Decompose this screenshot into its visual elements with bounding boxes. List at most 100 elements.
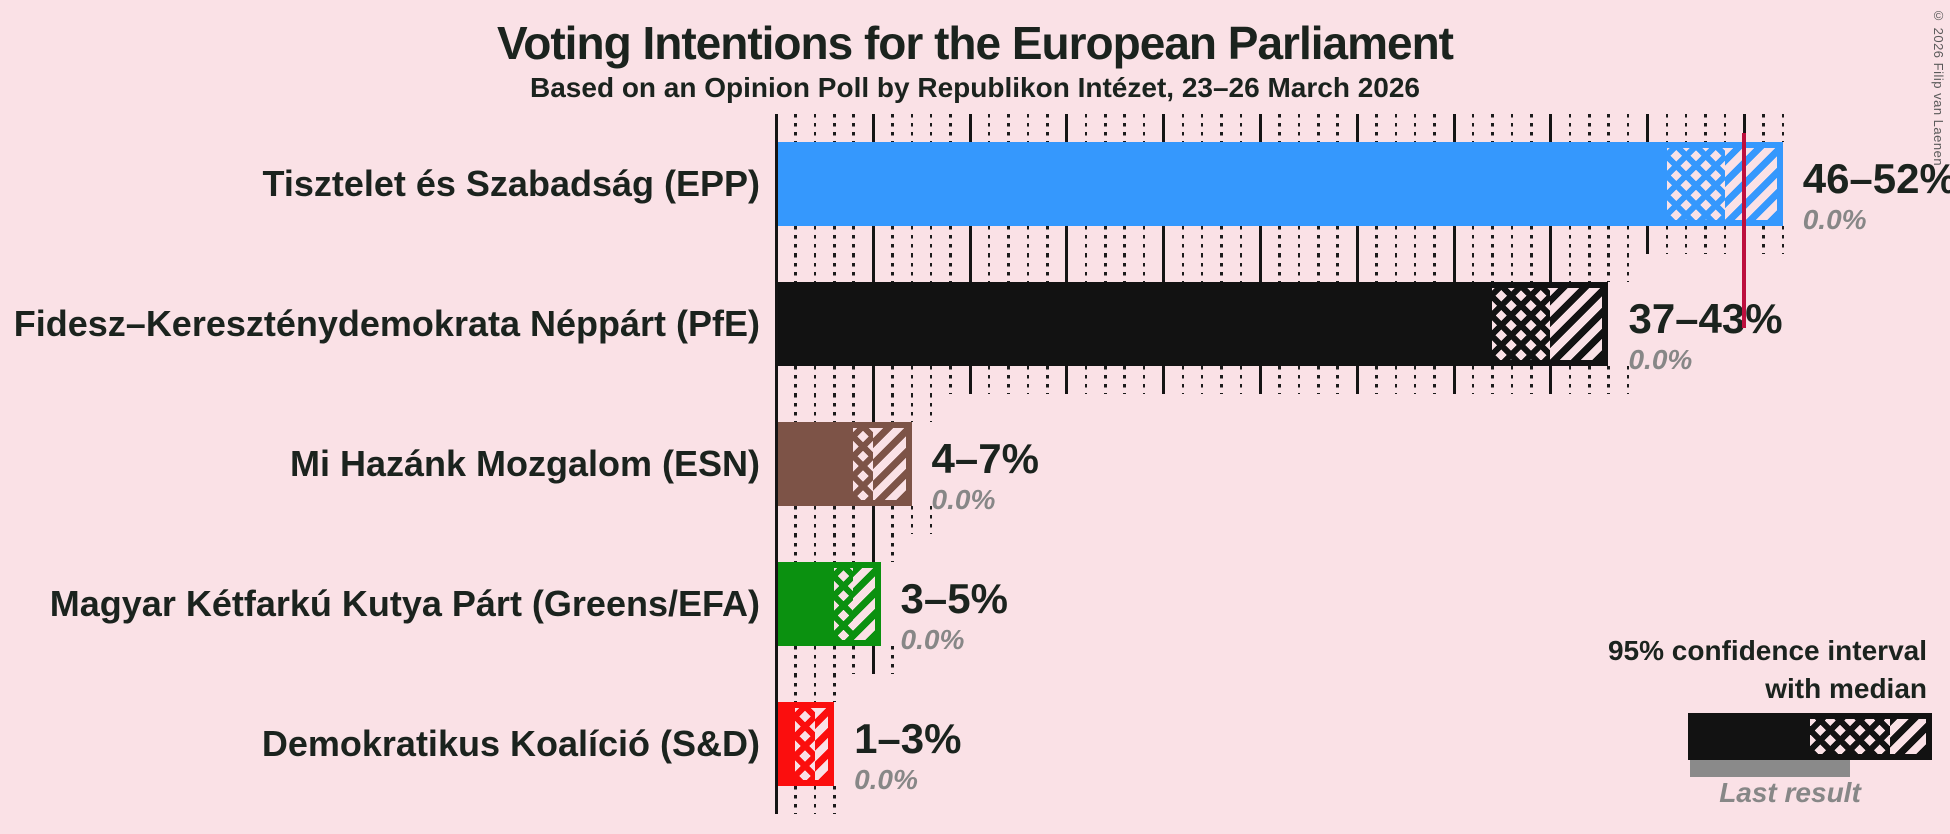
gridline-dotted-tick [1665, 226, 1669, 254]
gridline-dotted-tick [833, 786, 836, 814]
gridline-dotted-tick [1084, 366, 1088, 394]
gridline-solid-tick [871, 254, 875, 282]
gridline-dotted-tick [1433, 254, 1436, 282]
tick-band-above [776, 394, 935, 422]
tick-band-below [776, 366, 1632, 394]
gridline-dotted-tick [813, 254, 817, 282]
gridline-dotted-tick [833, 534, 836, 562]
gridline-dotted-tick [1278, 254, 1281, 282]
gridline-dotted-tick [1084, 226, 1088, 254]
ci-range-label: 1–3% [854, 715, 962, 762]
gridline-dotted-tick [949, 226, 952, 254]
majority-threshold-line [1742, 133, 1746, 328]
diagonal-median-to-high-segment [814, 708, 829, 780]
gridline-dotted-tick [1375, 226, 1378, 254]
last-result-value: 0.0% [931, 484, 996, 515]
gridline-dotted-tick [1026, 366, 1030, 394]
legend-ci-line2: with median [1765, 672, 1927, 704]
gridline-dotted-tick [910, 226, 914, 254]
gridline-dotted-tick [794, 394, 797, 422]
gridline-dotted-tick [1200, 366, 1204, 394]
gridline-dotted-tick [1491, 366, 1494, 394]
gridline-dotted-tick [1530, 254, 1533, 282]
gridline-solid-tick [1452, 226, 1456, 254]
gridline-dotted-tick [1530, 114, 1533, 142]
gridline-solid-tick [1549, 254, 1553, 282]
gridline-dotted-tick [1317, 226, 1320, 254]
gridline-dotted-tick [891, 226, 894, 254]
gridline-dotted-tick [1607, 254, 1610, 282]
gridline-solid-tick [1549, 114, 1553, 142]
gridline-dotted-tick [1762, 114, 1765, 142]
gridline-dotted-tick [1123, 254, 1126, 282]
party-label: Demokratikus Koalíció (S&D) [261, 723, 760, 764]
confidence-interval-bar [776, 142, 1783, 226]
gridline-dotted-tick [1607, 114, 1610, 142]
tick-band-above [776, 114, 1790, 142]
tick-band-below [776, 506, 935, 534]
copyright-notice: © 2026 Filip van Laenen [1931, 8, 1946, 167]
gridline-solid-tick [1162, 366, 1166, 394]
gridline-dotted-tick [1336, 254, 1339, 282]
gridline-dotted-tick [1142, 114, 1146, 142]
gridline-dotted-tick [794, 674, 797, 702]
gridline-dotted-tick [813, 506, 817, 534]
gridline-dotted-tick [1607, 366, 1610, 394]
gridline-solid-tick [1162, 226, 1166, 254]
gridline-dotted-tick [1026, 114, 1030, 142]
gridline-dotted-tick [1046, 114, 1049, 142]
gridline-solid-tick [1259, 226, 1262, 254]
gridline-dotted-tick [1181, 366, 1185, 394]
gridline-dotted-tick [891, 506, 894, 534]
gridline-solid-tick [1355, 366, 1359, 394]
tick-band-above [776, 254, 1632, 282]
gridline-dotted-tick [833, 506, 836, 534]
gridline-dotted-tick [1200, 254, 1204, 282]
gridline-dotted-tick [987, 226, 991, 254]
ci-range-label: 4–7% [931, 435, 1039, 482]
gridline-dotted-tick [833, 366, 836, 394]
gridline-solid-tick [1452, 254, 1456, 282]
gridline-dotted-tick [910, 394, 914, 422]
gridline-dotted-tick [833, 674, 836, 702]
tick-band-above [776, 674, 842, 702]
gridline-dotted-tick [1394, 114, 1398, 142]
gridline-solid-tick [1452, 114, 1456, 142]
gridline-dotted-tick [1588, 226, 1591, 254]
gridline-dotted-tick [1588, 254, 1591, 282]
gridline-dotted-tick [794, 114, 797, 142]
gridline-dotted-tick [1781, 114, 1785, 142]
tick-band-below [776, 786, 842, 814]
gridline-dotted-tick [891, 646, 894, 674]
gridline-dotted-tick [1530, 226, 1533, 254]
gridline-dotted-tick [1626, 254, 1630, 282]
gridline-dotted-tick [794, 506, 797, 534]
gridline-solid-tick [1259, 366, 1262, 394]
gridline-dotted-tick [1181, 226, 1185, 254]
gridline-dotted-tick [891, 114, 894, 142]
gridline-dotted-tick [1220, 366, 1223, 394]
gridline-dotted-tick [813, 394, 817, 422]
gridline-dotted-tick [1104, 366, 1107, 394]
tick-band-below [776, 646, 908, 674]
gridline-dotted-tick [1026, 226, 1030, 254]
gridline-dotted-tick [794, 534, 797, 562]
last-result-value: 0.0% [1802, 204, 1867, 235]
gridline-dotted-tick [1239, 226, 1243, 254]
gridline-dotted-tick [1200, 226, 1204, 254]
gridline-dotted-tick [949, 254, 952, 282]
gridline-dotted-tick [1413, 226, 1417, 254]
gridline-solid-tick [1259, 254, 1262, 282]
gridline-dotted-tick [1568, 366, 1572, 394]
gridline-dotted-tick [1723, 226, 1727, 254]
gridline-dotted-tick [852, 254, 855, 282]
gridline-dotted-tick [1762, 226, 1765, 254]
gridline-dotted-tick [1123, 114, 1126, 142]
diagonal-median-to-high-segment [1724, 148, 1777, 220]
gridline-dotted-tick [833, 114, 836, 142]
gridline-dotted-tick [1394, 254, 1398, 282]
gridline-dotted-tick [833, 226, 836, 254]
last-result-value: 0.0% [854, 764, 918, 795]
gridline-dotted-tick [833, 394, 836, 422]
